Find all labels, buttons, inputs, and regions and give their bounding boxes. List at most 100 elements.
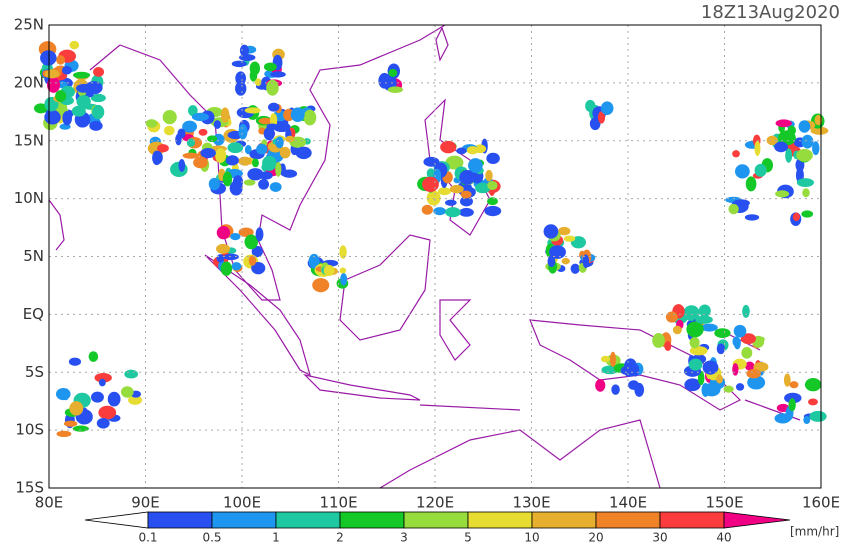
precip-cell [628, 380, 640, 390]
precip-cell [792, 212, 801, 222]
lat-label: 10S [15, 421, 44, 439]
precip-cell [177, 128, 186, 139]
precip-cell [243, 179, 256, 186]
precip-cell [285, 135, 295, 143]
precip-cell [563, 235, 576, 242]
precip-cell [714, 328, 731, 338]
precip-cell [215, 148, 227, 163]
lon-label: 120E [416, 494, 454, 512]
coastline-java [303, 373, 421, 401]
precip-cell [244, 107, 261, 114]
precip-cell [68, 357, 82, 366]
colorbar-level-label: 40 [716, 531, 731, 544]
precip-cell [785, 148, 793, 163]
precip-cell [162, 109, 177, 125]
precip-cell [207, 135, 218, 143]
precip-cell [238, 54, 256, 61]
precip-cell [56, 55, 66, 65]
precip-cell [426, 168, 436, 179]
precip-cell [746, 368, 761, 379]
precip-cell [689, 336, 700, 349]
precip-cell [558, 226, 571, 236]
precip-cell [684, 378, 701, 392]
lon-label: 110E [319, 494, 357, 512]
colorbar-level-label: 5 [464, 531, 472, 544]
precip-cell [120, 386, 134, 398]
precip-cell [178, 159, 186, 172]
precip-cell [63, 420, 78, 427]
precip-cell [745, 176, 757, 192]
colorbar-level-label: 2 [336, 531, 344, 544]
precip-cell [788, 398, 796, 412]
precip-cell [85, 81, 103, 95]
precip-cell [295, 146, 312, 160]
precip-cell [570, 263, 580, 274]
precip-cell [689, 346, 708, 356]
precip-cell [701, 382, 710, 397]
precip-cell [426, 190, 441, 206]
coastline-taiwan [435, 26, 449, 62]
precip-cell [802, 188, 810, 198]
precip-cell [275, 161, 282, 177]
precip-cell [88, 351, 99, 362]
precip-cell [227, 142, 244, 154]
precip-cell [734, 199, 750, 207]
precip-cell [664, 341, 672, 352]
precip-cell [69, 40, 80, 50]
precip-cell [421, 204, 433, 215]
colorbar-level-label: 3 [400, 531, 408, 544]
precip-cell [652, 333, 665, 348]
coastline-islands [419, 329, 801, 421]
precip-cell [774, 141, 788, 153]
coastline-india [48, 44, 121, 251]
precip-cell [270, 71, 286, 78]
precip-cell [547, 255, 556, 268]
map-frame [48, 24, 822, 489]
precip-cell [732, 363, 739, 376]
lat-label: EQ [23, 305, 44, 323]
colorbar-segment [275, 511, 341, 529]
colorbar-segment [531, 511, 597, 529]
lat-label: 10N [14, 189, 44, 207]
precip-cell [702, 360, 719, 375]
precip-cell [249, 61, 261, 76]
precip-cell [251, 261, 266, 275]
precip-cell [796, 149, 813, 162]
precip-cell [69, 401, 84, 416]
precip-cell [266, 123, 279, 130]
precip-cell [98, 378, 106, 387]
precip-cell [735, 383, 745, 391]
precip-cell [290, 107, 305, 122]
coastline-new-guinea [529, 319, 742, 411]
precip-cell [208, 177, 221, 191]
precip-cell [90, 391, 104, 403]
precip-cell [700, 323, 718, 332]
precip-cell [200, 147, 216, 159]
precip-cell [609, 351, 616, 367]
precip-cell [808, 398, 818, 406]
colorbar-high-triangle [723, 511, 791, 529]
colorbar-segment [403, 511, 469, 529]
lon-label: 150E [705, 494, 743, 512]
precip-cell [589, 117, 601, 131]
precip-cell [235, 81, 247, 96]
precip-cell [312, 278, 330, 293]
precip-cell [798, 120, 811, 133]
map-title: 18Z13Aug2020 [701, 2, 840, 23]
precip-cell [40, 50, 57, 66]
precip-cell [230, 232, 241, 241]
precip-cell [44, 69, 60, 79]
coastline-sulawesi [439, 299, 472, 361]
precip-cell [340, 273, 348, 286]
coastlines [48, 24, 801, 489]
precip-cell [323, 264, 335, 276]
precip-cell [459, 170, 475, 185]
precip-cell [600, 101, 614, 116]
precip-cell [275, 136, 284, 149]
precip-cell [686, 321, 704, 338]
precip-cell [716, 343, 725, 355]
precip-cell [422, 176, 439, 192]
precip-cell [220, 261, 233, 276]
colorbar-level-label: 0.5 [202, 531, 221, 544]
precip-cell [809, 410, 827, 422]
